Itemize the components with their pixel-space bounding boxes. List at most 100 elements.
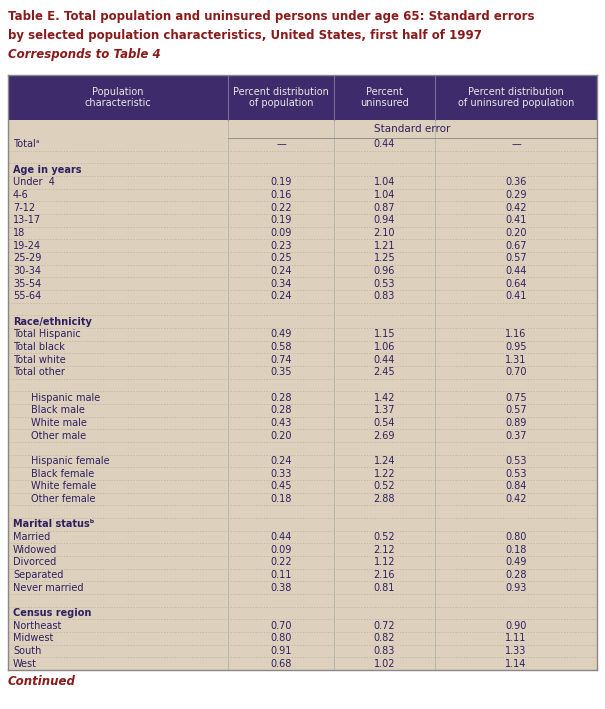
Text: 0.20: 0.20 [270,430,292,441]
Text: 0.49: 0.49 [270,330,292,340]
Text: Northeast: Northeast [13,620,61,631]
Text: 0.42: 0.42 [505,203,527,213]
Text: 0.94: 0.94 [374,216,395,225]
Text: 0.74: 0.74 [270,354,292,364]
Text: 1.31: 1.31 [505,354,527,364]
Text: Corresponds to Table 4: Corresponds to Table 4 [8,48,160,61]
Text: 0.67: 0.67 [505,240,527,251]
Text: 0.29: 0.29 [505,190,527,200]
Text: Percent distribution
of population: Percent distribution of population [233,86,329,108]
Text: 1.42: 1.42 [374,393,395,403]
Text: 0.09: 0.09 [270,545,292,554]
Text: 0.68: 0.68 [270,659,292,669]
Text: 0.22: 0.22 [270,203,292,213]
Text: 0.41: 0.41 [505,291,527,301]
Text: 0.36: 0.36 [505,177,527,187]
Text: 1.33: 1.33 [505,646,527,656]
Text: 0.83: 0.83 [374,646,395,656]
Text: Midwest: Midwest [13,633,53,643]
Text: Hispanic male: Hispanic male [31,393,100,403]
Text: 0.84: 0.84 [505,481,527,491]
Text: 0.42: 0.42 [505,494,527,504]
Text: 0.70: 0.70 [270,620,292,631]
Text: 0.70: 0.70 [505,367,527,377]
Text: 0.89: 0.89 [505,418,527,428]
Text: 1.24: 1.24 [374,456,395,466]
Text: Divorced: Divorced [13,557,56,567]
Text: 0.22: 0.22 [270,557,292,567]
Text: Total other: Total other [13,367,65,377]
Text: 0.19: 0.19 [270,177,292,187]
Text: —: — [511,140,521,150]
Text: 13-17: 13-17 [13,216,41,225]
Text: Total black: Total black [13,342,65,352]
Text: Black female: Black female [31,469,94,479]
Text: 1.06: 1.06 [374,342,395,352]
Text: 0.24: 0.24 [270,291,292,301]
Text: Separated: Separated [13,570,64,580]
Text: 19-24: 19-24 [13,240,41,251]
Text: 0.90: 0.90 [505,620,527,631]
Text: 0.72: 0.72 [374,620,395,631]
Text: 0.96: 0.96 [374,266,395,276]
Text: Total Hispanic: Total Hispanic [13,330,80,340]
Text: Other female: Other female [31,494,96,504]
Text: 1.11: 1.11 [505,633,527,643]
Text: 0.45: 0.45 [270,481,292,491]
Text: 0.18: 0.18 [270,494,292,504]
Text: 1.16: 1.16 [505,330,527,340]
Text: Census region: Census region [13,608,91,618]
Text: 0.11: 0.11 [270,570,292,580]
Text: Hispanic female: Hispanic female [31,456,110,466]
Text: 0.25: 0.25 [270,253,292,263]
Text: 1.21: 1.21 [374,240,395,251]
Text: 0.24: 0.24 [270,456,292,466]
Text: 35-54: 35-54 [13,279,41,289]
Text: Widowed: Widowed [13,545,57,554]
Text: 18: 18 [13,228,25,238]
Text: 1.22: 1.22 [374,469,395,479]
Text: 0.44: 0.44 [374,354,395,364]
Text: Totalᵃ: Totalᵃ [13,140,39,150]
Text: Married: Married [13,532,50,542]
Text: 2.69: 2.69 [374,430,395,441]
Text: 0.53: 0.53 [505,456,527,466]
Text: 0.49: 0.49 [505,557,527,567]
Text: Marital statusᵇ: Marital statusᵇ [13,519,94,530]
Text: 30-34: 30-34 [13,266,41,276]
Text: 0.91: 0.91 [270,646,292,656]
Text: 4-6: 4-6 [13,190,29,200]
Text: Population
characteristic: Population characteristic [85,86,151,108]
Text: 0.52: 0.52 [374,532,395,542]
Text: Race/ethnicity: Race/ethnicity [13,317,92,327]
Text: 25-29: 25-29 [13,253,41,263]
Text: 0.38: 0.38 [270,583,292,593]
Text: Standard error: Standard error [374,124,451,134]
Text: Black male: Black male [31,406,85,415]
Text: 0.95: 0.95 [505,342,527,352]
Text: Total white: Total white [13,354,66,364]
Text: 0.80: 0.80 [505,532,527,542]
Text: 0.64: 0.64 [505,279,527,289]
Text: 0.83: 0.83 [374,291,395,301]
Text: South: South [13,646,41,656]
Text: —: — [276,140,286,150]
Text: 2.45: 2.45 [374,367,395,377]
Text: Table E. Total population and uninsured persons under age 65: Standard errors: Table E. Total population and uninsured … [8,10,534,23]
Text: 0.20: 0.20 [505,228,527,238]
Text: 0.57: 0.57 [505,253,527,263]
Text: 1.04: 1.04 [374,190,395,200]
Text: Percent
uninsured: Percent uninsured [360,86,409,108]
Text: 55-64: 55-64 [13,291,41,301]
Text: 0.18: 0.18 [505,545,527,554]
Text: by selected population characteristics, United States, first half of 1997: by selected population characteristics, … [8,29,482,42]
Text: 1.25: 1.25 [374,253,395,263]
Text: 0.23: 0.23 [270,240,292,251]
Text: Continued: Continued [8,675,76,688]
Text: 1.14: 1.14 [505,659,527,669]
Text: 0.87: 0.87 [374,203,395,213]
Text: 1.12: 1.12 [374,557,395,567]
Bar [8,120,597,670]
Text: 1.37: 1.37 [374,406,395,415]
Text: 0.57: 0.57 [505,406,527,415]
